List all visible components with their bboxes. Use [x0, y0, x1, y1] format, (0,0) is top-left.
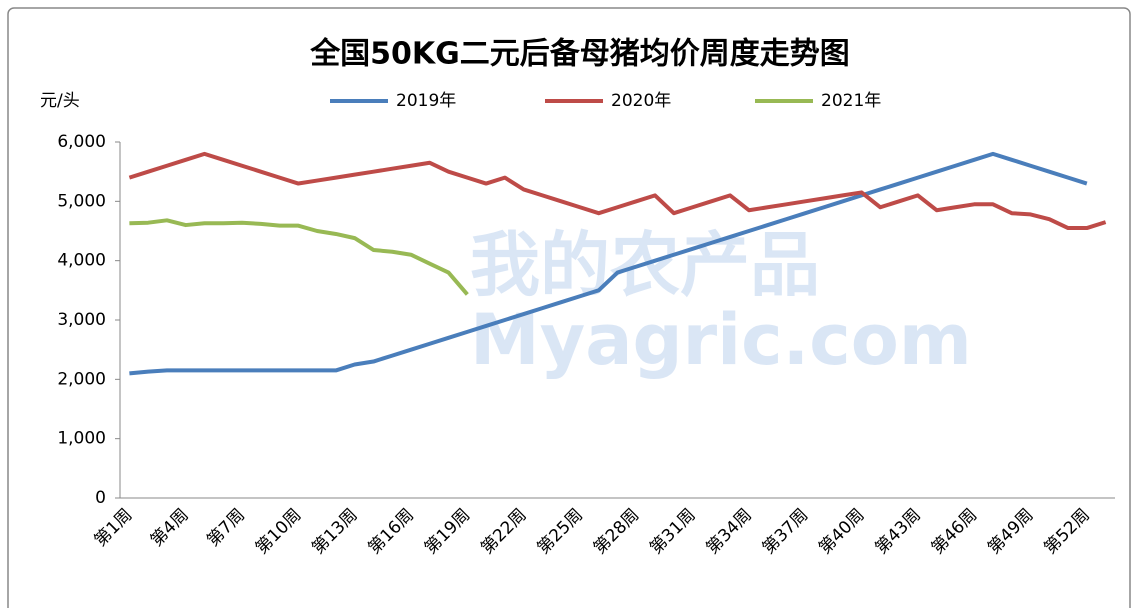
- y-tick-label: 2,000: [57, 369, 106, 389]
- y-tick-label: 0: [95, 488, 106, 508]
- chart-frame: [7, 7, 1131, 608]
- y-axis-label: 元/头: [40, 91, 80, 111]
- y-tick-label: 4,000: [57, 251, 106, 271]
- legend-label: 2020年: [611, 91, 671, 111]
- y-tick-label: 3,000: [57, 310, 106, 330]
- series-line: [129, 218, 469, 296]
- series-line: [128, 151, 1107, 231]
- legend-label: 2021年: [821, 91, 881, 111]
- chart-title: 全国50KG二元后备母猪均价周度走势图: [309, 37, 850, 72]
- y-tick-label: 5,000: [57, 191, 106, 211]
- y-tick-label: 6,000: [57, 132, 106, 152]
- watermark: Myagric.com: [470, 299, 972, 381]
- series-line: [129, 151, 1088, 376]
- y-tick-label: 1,000: [57, 429, 106, 449]
- legend-label: 2019年: [396, 91, 456, 111]
